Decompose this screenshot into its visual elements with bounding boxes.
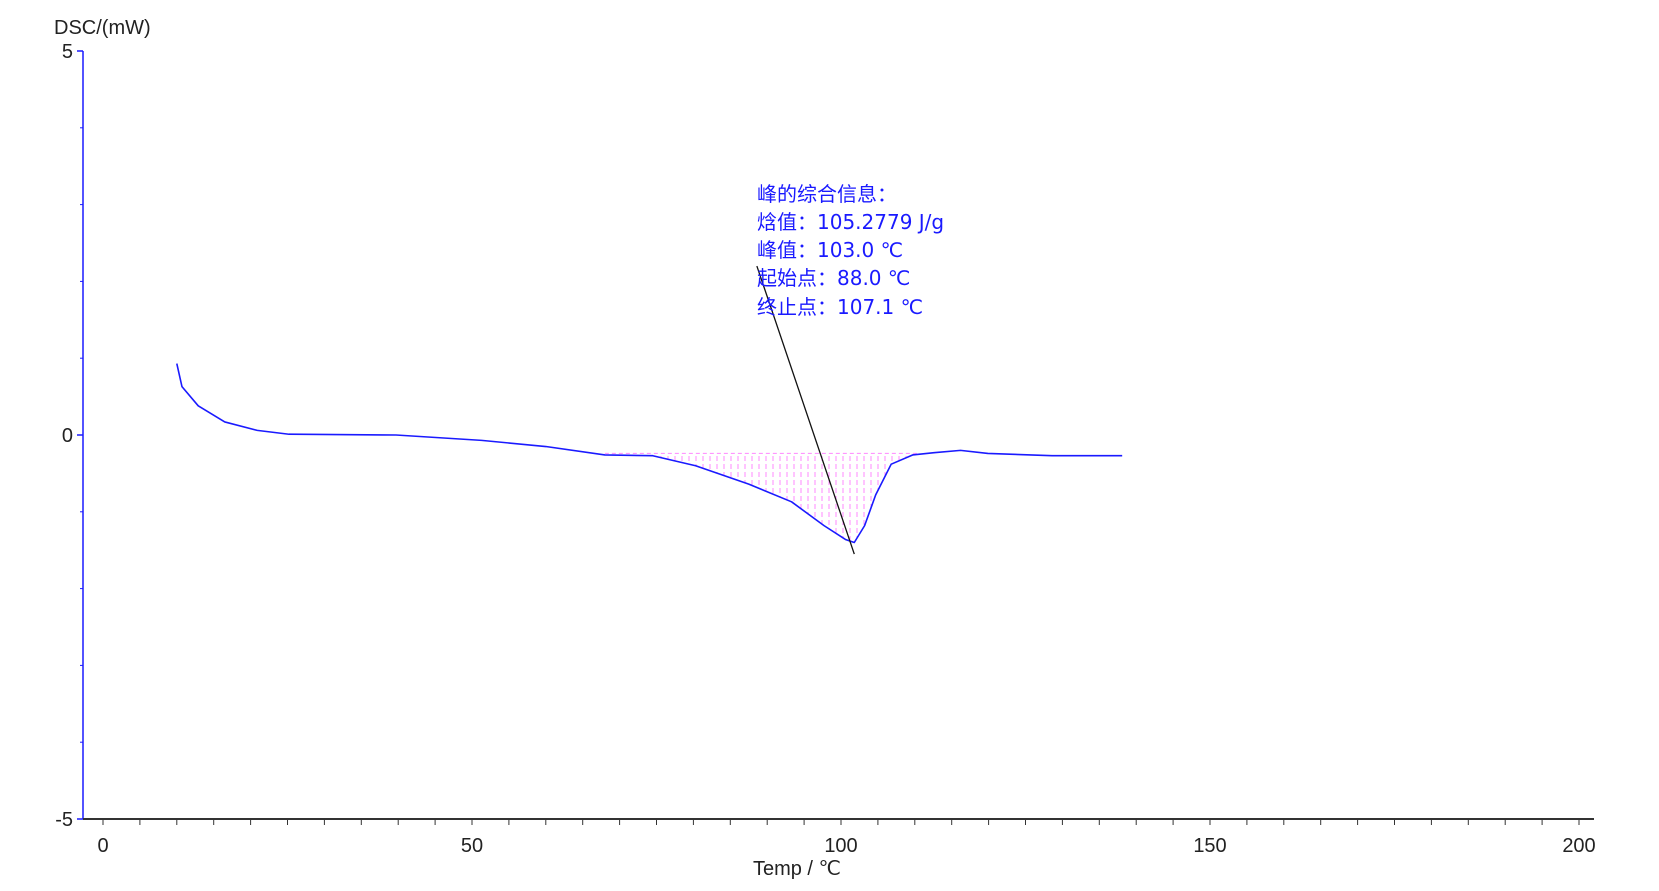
x-tick-label: 150 — [1193, 835, 1226, 857]
peak-info-annotation: 峰的综合信息： 焓值：105.2779 J/g 峰值：103.0 ℃ 起始点：8… — [757, 182, 944, 319]
dsc-curve-line — [176, 363, 1123, 544]
peak-onset: 起始点：88.0 ℃ — [757, 266, 910, 290]
x-tick-label: 0 — [97, 835, 108, 857]
peak-enthalpy: 焓值：105.2779 J/g — [757, 210, 944, 234]
peak-info-title: 峰的综合信息： — [757, 182, 897, 206]
x-tick-label: 200 — [1562, 835, 1595, 857]
x-axis-title: Temp / ℃ — [753, 858, 841, 880]
y-tick-label: 5 — [62, 41, 73, 63]
peak-area-fill — [604, 453, 920, 543]
x-tick-label: 100 — [824, 835, 857, 857]
x-tick-label: 50 — [461, 835, 483, 857]
peak-endset: 终止点：107.1 ℃ — [757, 295, 923, 319]
peak-temperature: 峰值：103.0 ℃ — [757, 238, 903, 262]
annotation-pointer-line — [756, 265, 855, 555]
y-axis-title: DSC/(mW) — [54, 17, 151, 39]
y-tick-label: 0 — [62, 425, 73, 447]
y-tick-label: -5 — [55, 809, 73, 831]
